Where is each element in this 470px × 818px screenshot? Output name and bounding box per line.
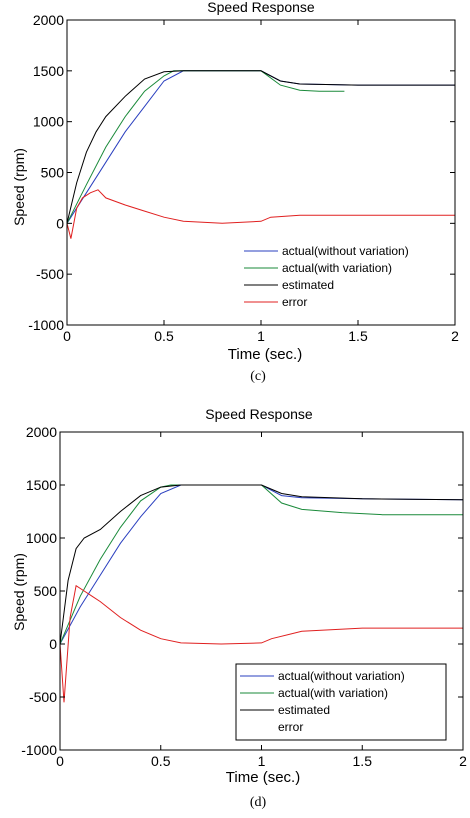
y-tick-label: 500: [34, 583, 58, 599]
chart-title: Speed Response: [205, 406, 313, 422]
chart-title: Speed Response: [207, 0, 315, 15]
legend-label-0: actual(without variation): [278, 669, 405, 683]
panel-c: Speed Response Speed (rpm) Time (sec.) (…: [11, 0, 459, 384]
y-tick-label: 0: [49, 636, 57, 652]
x-tick-label: 1: [257, 328, 265, 344]
x-tick-label: 0: [63, 328, 71, 344]
ticks: 0 0.5 1 1.5 2 -1000 -500 0 500 1000 1500 2000: [21, 424, 467, 769]
legend: actual(without variation) actual(with va…: [240, 243, 440, 313]
x-tick-label: 2: [451, 328, 459, 344]
panel-caption: (c): [250, 369, 266, 384]
x-tick-label: 1.5: [348, 328, 368, 344]
legend-box: [235, 663, 447, 741]
legend-label-1: actual(with variation): [282, 261, 392, 275]
y-tick-label: 2000: [26, 424, 57, 440]
x-tick-label: 1: [258, 753, 266, 769]
x-tick-label: 0: [56, 753, 64, 769]
x-tick-label: 0.5: [151, 753, 171, 769]
legend-box: [240, 243, 440, 313]
legend-label-2: estimated: [282, 278, 334, 292]
y-tick-label: 1000: [33, 114, 64, 130]
series-line-3: [66, 189, 455, 239]
series-line-2: [59, 484, 464, 645]
plot-area: [59, 484, 464, 703]
panel-caption: (d): [250, 795, 267, 810]
y-tick-label: 0: [56, 215, 64, 231]
legend-label-0: actual(without variation): [282, 244, 409, 258]
x-axis-label: Time (sec.): [226, 769, 300, 786]
legend-label-1: actual(with variation): [278, 686, 388, 700]
legend: actual(without variation) actual(with va…: [235, 663, 447, 741]
legend-label-2: estimated: [278, 703, 330, 717]
y-tick-label: -1000: [21, 742, 57, 758]
ticks: 0 0.5 1 1.5 2 -1000 -500 0 500 1000 1500 2000: [28, 12, 459, 344]
series-line-3: [59, 584, 463, 703]
x-tick-label: 0.5: [154, 328, 174, 344]
x-axis-label: Time (sec.): [228, 346, 302, 363]
y-axis-label: Speed (rpm): [11, 148, 27, 226]
y-tick-label: -500: [29, 689, 57, 705]
y-tick-label: 1500: [26, 477, 57, 493]
y-tick-label: -1000: [28, 317, 64, 333]
x-tick-label: 1.5: [353, 753, 373, 769]
y-tick-label: 500: [41, 165, 65, 181]
legend-label-3: error: [282, 295, 307, 309]
x-tick-label: 2: [459, 753, 467, 769]
plot-area: [66, 70, 455, 239]
y-tick-label: 2000: [33, 12, 64, 28]
y-axis-label: Speed (rpm): [11, 553, 27, 631]
legend-label-3: error: [278, 720, 303, 734]
series-line-2: [66, 70, 455, 224]
y-tick-label: 1000: [26, 530, 57, 546]
panel-d: Speed Response Speed (rpm) Time (sec.) (…: [11, 406, 467, 810]
y-tick-label: 1500: [33, 63, 64, 79]
y-tick-label: -500: [36, 266, 64, 282]
